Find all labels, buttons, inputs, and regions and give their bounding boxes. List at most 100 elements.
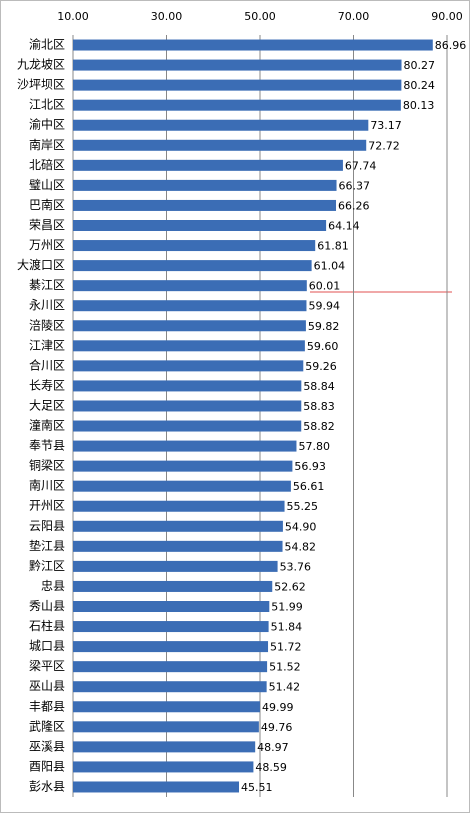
bar — [73, 79, 402, 91]
bar — [73, 199, 337, 211]
bar — [73, 701, 260, 713]
value-label: 59.60 — [307, 340, 339, 353]
bar — [73, 320, 306, 332]
x-tick-label: 50.00 — [244, 10, 276, 23]
y-tick-label: 酉阳县 — [29, 759, 65, 773]
value-label: 86.96 — [435, 39, 467, 52]
value-label: 48.97 — [257, 741, 289, 754]
value-label: 48.59 — [255, 761, 287, 774]
value-label: 49.76 — [261, 721, 293, 734]
value-label: 56.61 — [293, 480, 325, 493]
y-tick-label: 忠县 — [41, 579, 65, 593]
y-tick-label: 铜梁区 — [29, 458, 65, 473]
y-tick-label: 万州区 — [29, 238, 65, 252]
value-label: 45.51 — [241, 781, 273, 794]
y-tick-label: 梁平区 — [29, 658, 65, 673]
bar — [73, 460, 293, 472]
bar — [73, 360, 304, 372]
value-label: 51.72 — [270, 641, 302, 654]
value-label: 59.26 — [305, 360, 337, 373]
y-tick-label: 垫江县 — [29, 538, 65, 553]
y-tick-label: 合川区 — [29, 357, 65, 372]
value-label: 61.81 — [317, 240, 349, 253]
y-tick-label: 涪陵区 — [29, 317, 65, 332]
x-tick-label: 90.00 — [431, 10, 463, 23]
value-label: 80.13 — [403, 99, 435, 112]
value-label: 56.93 — [294, 460, 326, 473]
bar — [73, 440, 297, 452]
bar — [73, 179, 337, 191]
value-label: 60.01 — [309, 280, 341, 293]
y-tick-label: 大足区 — [29, 398, 65, 412]
bar — [73, 540, 283, 552]
y-tick-label: 丰都县 — [29, 699, 65, 713]
bar — [73, 300, 307, 312]
x-tick-label: 10.00 — [57, 10, 89, 23]
y-tick-label: 九龙坡区 — [17, 58, 65, 72]
bar — [73, 520, 283, 532]
bar — [73, 340, 305, 352]
y-tick-label: 渝北区 — [29, 37, 65, 52]
y-tick-label: 大渡口区 — [17, 257, 65, 272]
value-label: 73.17 — [370, 119, 402, 132]
y-tick-label: 永川区 — [29, 298, 65, 312]
value-label: 51.52 — [269, 661, 301, 674]
y-tick-label: 开州区 — [29, 499, 65, 513]
x-tick-label: 70.00 — [338, 10, 370, 23]
y-tick-label: 渝中区 — [29, 117, 65, 132]
value-label: 80.27 — [404, 59, 436, 72]
y-tick-label: 璧山区 — [29, 177, 65, 192]
value-label: 64.14 — [328, 220, 360, 233]
y-tick-label: 石柱县 — [29, 618, 65, 633]
bar — [73, 560, 278, 572]
bar — [73, 159, 343, 171]
y-tick-label: 长寿区 — [29, 378, 65, 392]
value-label: 54.82 — [285, 540, 317, 553]
bar — [73, 280, 307, 292]
bar — [73, 260, 312, 272]
bar — [73, 139, 367, 151]
value-label: 49.99 — [262, 701, 294, 714]
bar — [73, 420, 302, 432]
y-tick-label: 黔江区 — [29, 558, 65, 573]
value-label: 51.42 — [269, 681, 301, 694]
y-tick-label: 巴南区 — [29, 197, 65, 212]
value-label: 55.25 — [287, 500, 319, 513]
y-tick-label: 南岸区 — [29, 137, 65, 152]
bar — [73, 601, 270, 612]
value-label: 59.94 — [308, 300, 340, 313]
value-label: 67.74 — [345, 159, 377, 172]
y-tick-label: 奉节县 — [29, 439, 65, 453]
bar — [73, 119, 369, 131]
y-tick-label: 城口县 — [29, 639, 65, 653]
bar — [73, 39, 433, 51]
y-tick-label: 秀山县 — [29, 599, 65, 613]
y-tick-label: 云阳县 — [29, 519, 65, 533]
value-label: 52.62 — [274, 580, 306, 593]
y-tick-label: 南川区 — [29, 478, 65, 493]
bar — [73, 580, 273, 592]
value-label: 51.84 — [271, 621, 303, 634]
bar — [73, 380, 302, 392]
bar — [73, 721, 259, 733]
y-tick-label: 武隆区 — [29, 718, 65, 733]
y-tick-label: 江津区 — [29, 338, 65, 352]
value-label: 72.72 — [368, 139, 400, 152]
value-label: 61.04 — [314, 260, 346, 273]
bar — [73, 99, 401, 111]
value-label: 53.76 — [280, 560, 312, 573]
y-tick-label: 荣昌区 — [29, 218, 65, 232]
y-tick-label: 巫山县 — [29, 679, 65, 693]
value-label: 51.99 — [271, 601, 303, 614]
y-tick-label: 江北区 — [29, 98, 65, 112]
bar — [73, 500, 285, 512]
y-tick-label: 巫溪县 — [29, 739, 65, 753]
bar — [73, 400, 302, 412]
value-label: 58.84 — [303, 380, 335, 393]
x-tick-label: 30.00 — [151, 10, 183, 23]
bar — [73, 761, 254, 773]
value-label: 80.24 — [403, 79, 435, 92]
value-label: 66.26 — [338, 199, 370, 212]
bar — [73, 480, 291, 492]
